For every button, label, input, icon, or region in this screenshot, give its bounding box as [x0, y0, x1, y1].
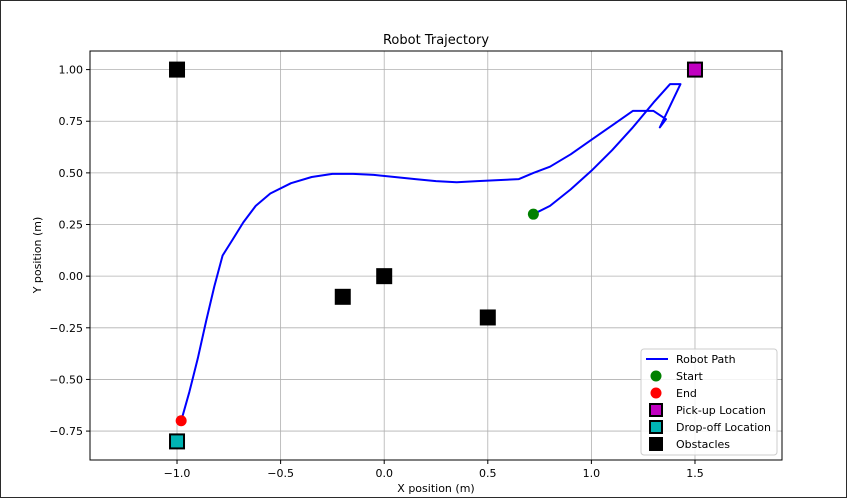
legend-swatch-drop-off-location	[649, 420, 663, 434]
legend-swatch-obstacles	[649, 437, 663, 451]
start-marker	[527, 208, 539, 220]
data-layer	[169, 61, 703, 450]
y-tick-label: 0.75	[59, 115, 84, 128]
grid-lines	[90, 51, 782, 460]
y-tick-label: −0.50	[49, 373, 83, 386]
robot-path-line	[180, 83, 682, 422]
plot-frame	[89, 50, 783, 461]
x-tick-label: 1.0	[583, 467, 601, 480]
end-marker	[175, 415, 187, 427]
obstacles-marker	[334, 288, 351, 305]
y-tick-label: 1.00	[59, 64, 84, 77]
legend-label-end: End	[676, 387, 697, 400]
tick-layer: −1.0 −0.5 0.0 0.5 1.0 1.5 1.00 0.75 0.50 0.25 0.00…	[49, 64, 703, 480]
chart-title: Robot Trajectory	[383, 33, 489, 48]
x-tick-label: −0.5	[267, 467, 294, 480]
legend-label-robot-path: Robot Path	[676, 353, 736, 366]
y-tick-label: −0.75	[49, 425, 83, 438]
y-tick-label: 0.50	[59, 167, 84, 180]
x-tick-label: 0.5	[479, 467, 497, 480]
x-tick-label: 0.0	[375, 467, 393, 480]
y-tick-label: 0.00	[59, 270, 84, 283]
legend-box	[640, 348, 778, 456]
legend-swatch-start	[650, 370, 662, 382]
drop-off-location-marker	[169, 433, 186, 450]
legend-label-drop-off-location: Drop-off Location	[676, 421, 771, 434]
y-axis-label: Y position (m)	[31, 217, 44, 295]
legend-label-start: Start	[676, 370, 704, 383]
legend-label-obstacles: Obstacles	[676, 438, 730, 451]
obstacles-marker	[479, 309, 496, 326]
legend-label-pick-up-location: Pick-up Location	[676, 404, 766, 417]
obstacles-marker	[169, 61, 186, 78]
legend-swatch-pick-up-location	[649, 403, 663, 417]
x-axis-label: X position (m)	[397, 482, 474, 495]
legend: Robot Path Start End Pick-up Location Drop-o…	[640, 348, 778, 456]
pick-up-location-marker	[686, 61, 703, 78]
legend-swatch-end	[650, 387, 662, 399]
y-tick-label: 0.25	[59, 219, 84, 232]
obstacles-marker	[376, 268, 393, 285]
y-tick-label: −0.25	[49, 322, 83, 335]
x-tick-label: 1.5	[686, 467, 704, 480]
x-tick-label: −1.0	[164, 467, 191, 480]
